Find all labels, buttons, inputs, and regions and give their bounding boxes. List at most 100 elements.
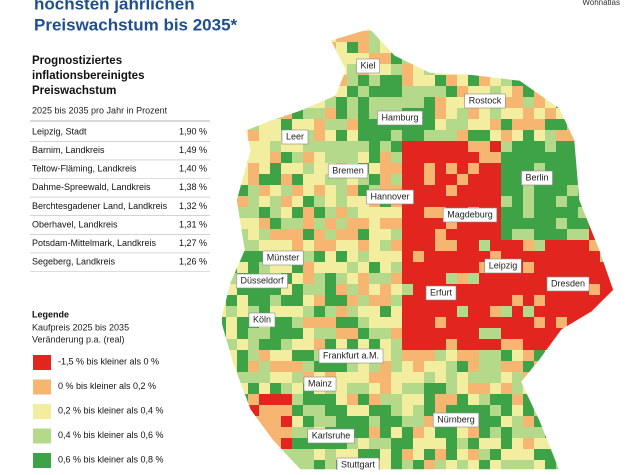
map-region [270, 317, 282, 329]
map-region [446, 119, 458, 131]
map-region [248, 42, 260, 54]
map-region [490, 328, 502, 340]
map-region [380, 372, 392, 384]
map-region [325, 361, 337, 373]
map-region [281, 218, 293, 230]
map-region [545, 130, 557, 142]
map-border [219, 27, 615, 471]
map-region [325, 405, 337, 417]
map-region [270, 42, 282, 54]
map-region [578, 229, 590, 241]
map-region [567, 350, 579, 362]
map-region [248, 383, 260, 395]
map-region [380, 449, 392, 461]
map-region [611, 218, 614, 230]
map-region [556, 394, 568, 406]
map-region [325, 53, 337, 65]
map-region [567, 229, 579, 241]
map-region [600, 295, 612, 307]
map-region [589, 163, 601, 175]
map-region [270, 372, 282, 384]
map-region [336, 240, 348, 252]
map-region [413, 53, 425, 65]
map-region [611, 108, 614, 120]
map-region [435, 328, 447, 340]
map-region [468, 251, 480, 263]
map-region [413, 372, 425, 384]
map-region [578, 97, 590, 109]
legend-label: 0,4 % bis kleiner als 0,6 % [58, 430, 164, 440]
map-region [578, 174, 590, 186]
map-region [600, 394, 612, 406]
map-region [391, 449, 403, 461]
map-region [534, 75, 546, 87]
map-region [446, 460, 458, 470]
map-region [292, 119, 304, 131]
map-region [545, 97, 557, 109]
map-region [479, 460, 491, 470]
city-box [307, 428, 355, 444]
map-region [523, 361, 535, 373]
map-region [512, 438, 524, 450]
map-region [457, 42, 469, 54]
map-region [556, 53, 568, 65]
map-region [468, 108, 480, 120]
map-region [413, 64, 425, 76]
map-region [523, 251, 535, 263]
map-region [512, 42, 524, 54]
map-region [501, 119, 513, 131]
map-region [259, 207, 271, 219]
map-region [567, 240, 579, 252]
map-region [358, 328, 370, 340]
map-region [237, 207, 249, 219]
map-region [534, 240, 546, 252]
map-region [369, 251, 381, 263]
map-region [325, 97, 337, 109]
map-region [314, 394, 326, 406]
map-region [402, 240, 414, 252]
map-region [512, 416, 524, 428]
map-region [523, 28, 535, 32]
map-region [292, 218, 304, 230]
map-region [468, 328, 480, 340]
map-region [468, 295, 480, 307]
map-region [545, 75, 557, 87]
map-region [336, 28, 348, 32]
map-region [468, 394, 480, 406]
map-region [314, 108, 326, 120]
map-region [391, 130, 403, 142]
map-region [435, 394, 447, 406]
map-region [479, 185, 491, 197]
map-region [248, 361, 260, 373]
map-region [534, 350, 546, 362]
map-region [347, 42, 359, 54]
map-region [270, 394, 282, 406]
map-region [402, 372, 414, 384]
map-region [237, 163, 249, 175]
map-region [468, 240, 480, 252]
map-region [281, 262, 293, 274]
map-region [611, 361, 614, 373]
map-region [446, 152, 458, 164]
map-region [380, 383, 392, 395]
map-region [336, 75, 348, 87]
city-box [327, 163, 369, 179]
map-region [611, 394, 614, 406]
map-region [281, 372, 293, 384]
map-region [534, 438, 546, 450]
map-region [567, 449, 579, 461]
map-region [512, 86, 524, 98]
map-region [270, 416, 282, 428]
map-region [281, 163, 293, 175]
map-region [446, 262, 458, 274]
map-region [391, 427, 403, 439]
map-region [446, 229, 458, 241]
map-region [600, 130, 612, 142]
map-region [413, 207, 425, 219]
map-region [435, 86, 447, 98]
map-region [402, 130, 414, 142]
map-region [589, 42, 601, 54]
map-region [347, 97, 359, 109]
map-region [270, 361, 282, 373]
map-region [611, 28, 614, 32]
